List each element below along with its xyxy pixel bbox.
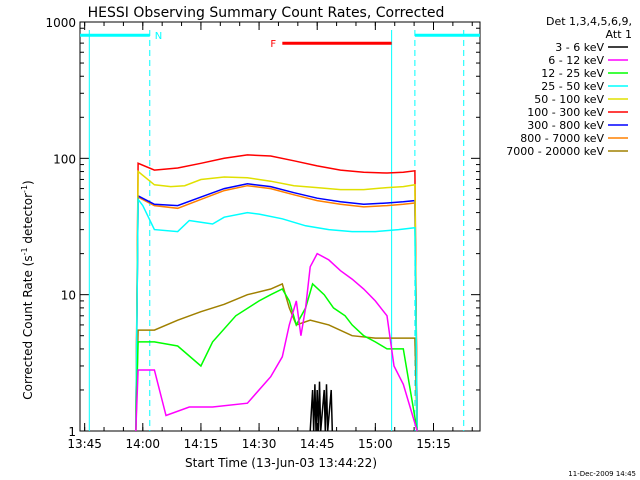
x-tick-label: 14:00 xyxy=(125,437,160,451)
y-tick-label: 1000 xyxy=(45,16,76,30)
y-axis-label: Corrected Count Rate (s-1 detector-1) xyxy=(20,180,35,399)
legend-label: 12 - 25 keV xyxy=(541,67,604,80)
x-tick-label: 14:15 xyxy=(184,437,219,451)
y-tick-label: 100 xyxy=(53,152,76,166)
legend-label: 300 - 800 keV xyxy=(527,119,604,132)
chart-title: HESSI Observing Summary Count Rates, Cor… xyxy=(88,5,445,21)
legend-label: 6 - 12 keV xyxy=(548,54,604,67)
flare-label: F xyxy=(270,39,276,50)
footer-date: 11-Dec-2009 14:45 xyxy=(568,470,636,478)
x-tick-label: 15:00 xyxy=(358,437,393,451)
series-line-12-25-kev xyxy=(135,282,418,432)
night-label: N xyxy=(155,31,162,42)
y-tick-label: 10 xyxy=(61,289,76,303)
series-line-25-50-kev xyxy=(135,197,418,432)
series-line-6-12-kev xyxy=(135,252,418,432)
x-tick-label: 14:30 xyxy=(242,437,277,451)
series-line-300-800-kev xyxy=(135,183,418,432)
x-tick-label: 14:45 xyxy=(300,437,335,451)
plot-frame xyxy=(79,21,481,432)
series-line-3-6-kev xyxy=(309,381,334,432)
series-line-50-100-kev xyxy=(135,169,418,432)
legend-header-line1: Det 1,3,4,5,6,9, xyxy=(546,15,632,28)
series-line-7000-20000-kev xyxy=(135,282,418,432)
legend-label: 7000 - 20000 keV xyxy=(506,145,604,158)
x-axis-label: Start Time (13-Jun-03 13:44:22) xyxy=(185,456,377,470)
legend-label: 50 - 100 keV xyxy=(534,93,604,106)
x-tick-label: 15:15 xyxy=(416,437,451,451)
x-tick-label: 13:45 xyxy=(67,437,102,451)
legend-label: 800 - 7000 keV xyxy=(520,132,604,145)
legend-header-line2: Att 1 xyxy=(606,28,632,41)
series-line-100-300-kev xyxy=(135,154,418,432)
y-tick-label: 1 xyxy=(68,425,76,439)
series-line-800-7000-kev xyxy=(135,184,418,432)
legend-label: 25 - 50 keV xyxy=(541,80,604,93)
legend-label: 100 - 300 keV xyxy=(527,106,604,119)
legend-label: 3 - 6 keV xyxy=(555,41,604,54)
